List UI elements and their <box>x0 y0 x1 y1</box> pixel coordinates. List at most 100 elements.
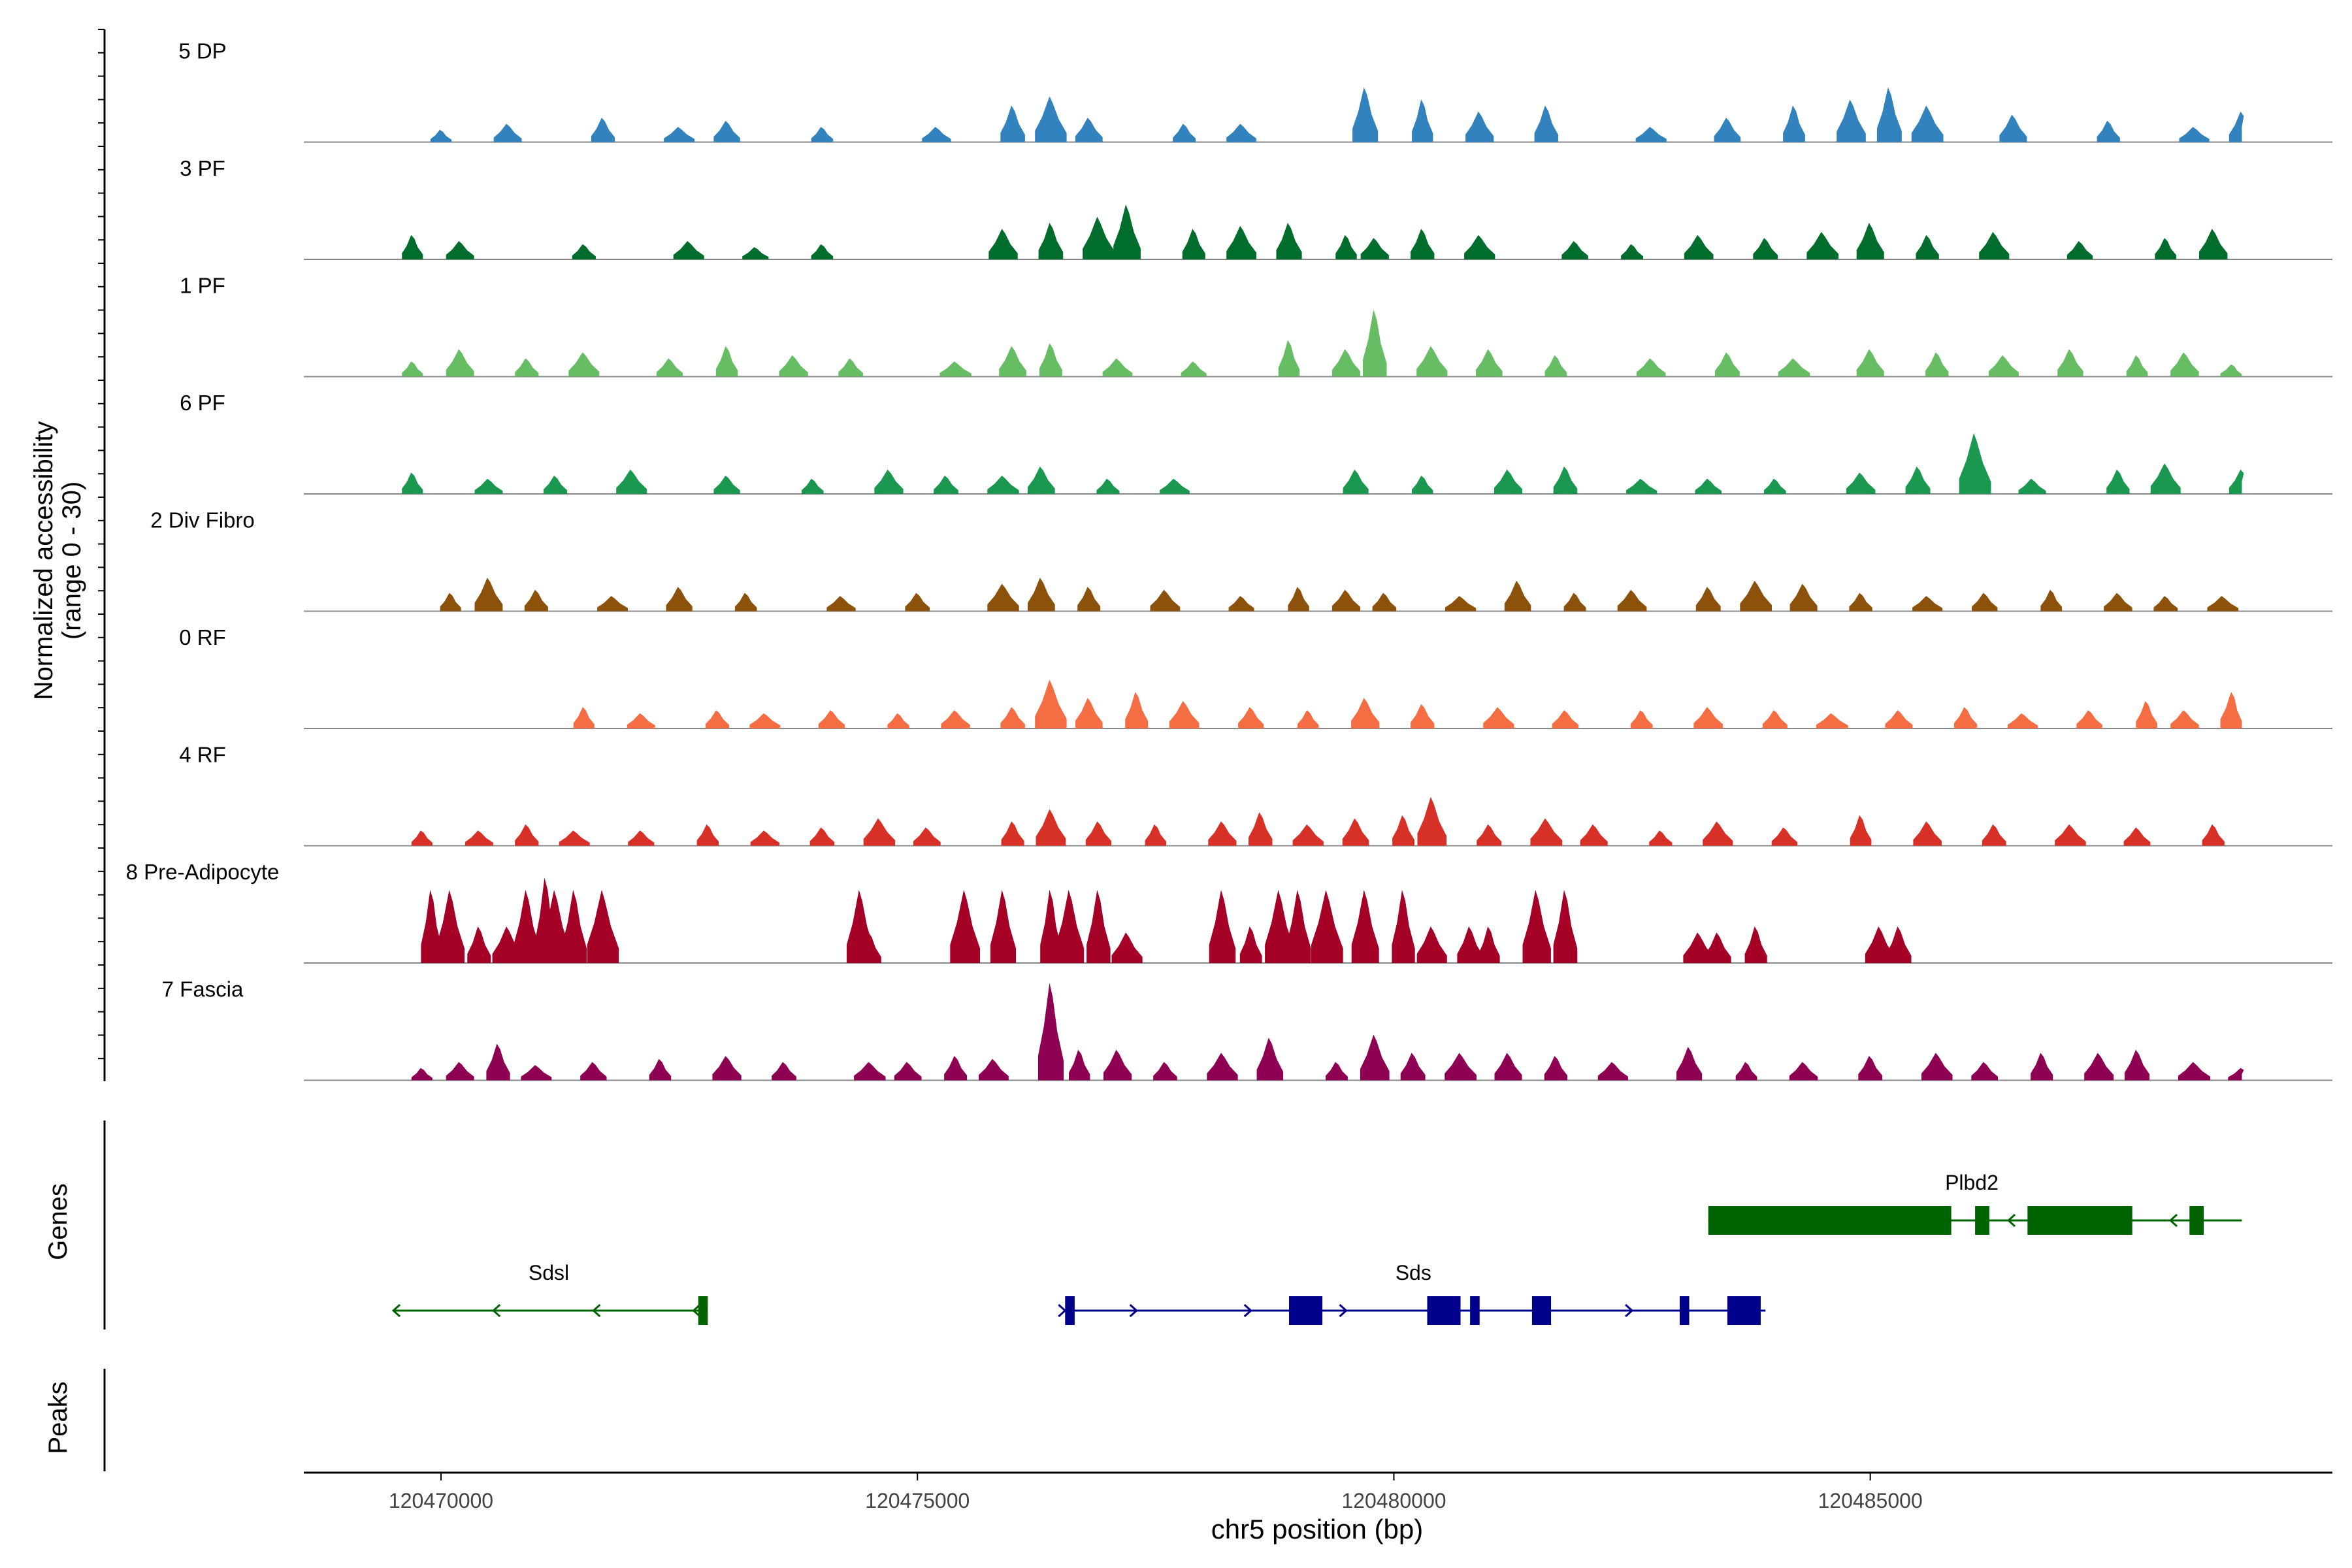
coverage-peak <box>905 593 930 612</box>
coverage-peak <box>1563 593 1586 612</box>
coverage-peak <box>809 827 835 846</box>
track-1-pf: 1 PF <box>180 274 2332 378</box>
coverage-peak <box>524 589 548 612</box>
coverage-peak <box>1209 890 1236 963</box>
coverage-peak <box>990 890 1016 963</box>
y-axis-title-line1: Normalized accessibility <box>29 421 58 700</box>
coverage-peak <box>2008 713 2038 728</box>
coverage-peak <box>1635 127 1667 142</box>
coverage-peak <box>2155 238 2177 259</box>
coverage-peak <box>1445 1053 1477 1081</box>
gene-exon <box>1975 1206 1989 1235</box>
coverage-peak <box>1326 1062 1348 1081</box>
coverage-peak <box>1693 707 1723 728</box>
coverage-peak <box>1684 235 1714 259</box>
gene-exon <box>1065 1296 1075 1325</box>
strand-arrow <box>1625 1303 1634 1318</box>
coverage-peak <box>1085 821 1111 846</box>
coverage-peak <box>1226 225 1256 259</box>
coverage-peak <box>1360 1034 1390 1081</box>
coverage-peak <box>922 127 951 142</box>
x-tick-label: 120480000 <box>1341 1489 1446 1512</box>
track-label: 4 RF <box>179 743 226 767</box>
coverage-peak <box>2220 364 2242 377</box>
x-tick-label: 120485000 <box>1818 1489 1923 1512</box>
coverage-peak <box>1695 587 1721 612</box>
track-7-fascia: 7 Fascia <box>162 977 2332 1081</box>
gene-plbd2: Plbd2 <box>1708 1171 2242 1235</box>
coverage-peak <box>1972 593 1998 612</box>
track-3-pf: 3 PF <box>180 156 2332 260</box>
track-label: 6 PF <box>180 391 225 415</box>
track-label: 2 Div Fibro <box>150 508 255 532</box>
gene-exon <box>1708 1206 1952 1235</box>
coverage-peak <box>2124 1049 2150 1081</box>
coverage-peak <box>987 476 1019 494</box>
coverage-peak <box>467 926 491 963</box>
coverage-peak <box>1226 123 1256 142</box>
coverage-peak <box>1028 466 1055 494</box>
coverage-peak <box>811 244 834 259</box>
gene-exon <box>1289 1296 1323 1325</box>
coverage-peak <box>2057 349 2083 377</box>
coverage-peak <box>1077 587 1101 612</box>
coverage-peak <box>1416 346 1448 377</box>
coverage-peak <box>1552 710 1579 728</box>
x-tick-label: 120475000 <box>865 1489 970 1512</box>
coverage-peak <box>649 1058 672 1081</box>
coverage-peak <box>1911 105 1944 142</box>
coverage-peak <box>950 890 980 963</box>
coverage-peak <box>1342 818 1369 846</box>
coverage-peak <box>474 578 503 612</box>
coverage-peak <box>2199 229 2228 259</box>
coverage-peak <box>656 358 683 377</box>
coverage-peak <box>887 713 909 728</box>
coverage-peak <box>1856 223 1884 259</box>
coverage-peak <box>1207 1053 1238 1081</box>
coverage-peak <box>1544 1056 1567 1081</box>
strand-arrow <box>1243 1303 1252 1318</box>
strand-arrow <box>491 1303 501 1318</box>
coverage-peak <box>1288 587 1309 612</box>
coverage-peak <box>1762 710 1788 728</box>
coverage-peak <box>1276 223 1302 259</box>
coverage-peak <box>1504 580 1531 612</box>
gene-exon <box>1679 1296 1690 1325</box>
coverage-peak <box>2179 127 2210 142</box>
coverage-peak <box>1982 824 2006 846</box>
coverage-peak <box>1352 87 1379 142</box>
coverage-peak <box>1335 235 1357 259</box>
coverage-peak <box>749 713 781 728</box>
coverage-peak <box>1921 1053 1953 1081</box>
coverage-peak <box>979 1058 1009 1081</box>
coverage-peak <box>1039 343 1062 377</box>
coverage-peak <box>1913 821 1942 846</box>
coverage-peak <box>1392 815 1414 846</box>
strand-arrow <box>692 1303 701 1318</box>
coverage-peak <box>1238 707 1264 728</box>
coverage-peak <box>944 1056 968 1081</box>
coverage-peak <box>1412 99 1433 142</box>
coverage-peak <box>493 123 522 142</box>
coverage-peak <box>1028 578 1055 612</box>
coverage-peak <box>1494 469 1522 494</box>
coverage-peak <box>1494 1053 1522 1081</box>
coverage-peak <box>838 358 863 377</box>
coverage-peak <box>1630 710 1653 728</box>
coverage-peak <box>486 1043 510 1081</box>
coverage-peak <box>1789 583 1818 612</box>
gene-exon <box>2027 1206 2132 1235</box>
coverage-peak <box>446 1062 474 1081</box>
coverage-peak <box>894 1062 922 1081</box>
coverage-peak <box>987 583 1019 612</box>
track-6-pf: 6 PF <box>180 391 2332 495</box>
coverage-peak <box>1411 704 1435 728</box>
coverage-peak <box>446 349 474 377</box>
coverage-peak <box>1292 824 1324 846</box>
track-0-rf: 0 RF <box>179 625 2332 729</box>
coverage-peak <box>1783 105 1805 142</box>
coverage-peak <box>988 229 1018 259</box>
coverage-peak <box>2207 596 2239 612</box>
coverage-peak <box>712 1056 742 1081</box>
coverage-peak <box>1534 105 1558 142</box>
